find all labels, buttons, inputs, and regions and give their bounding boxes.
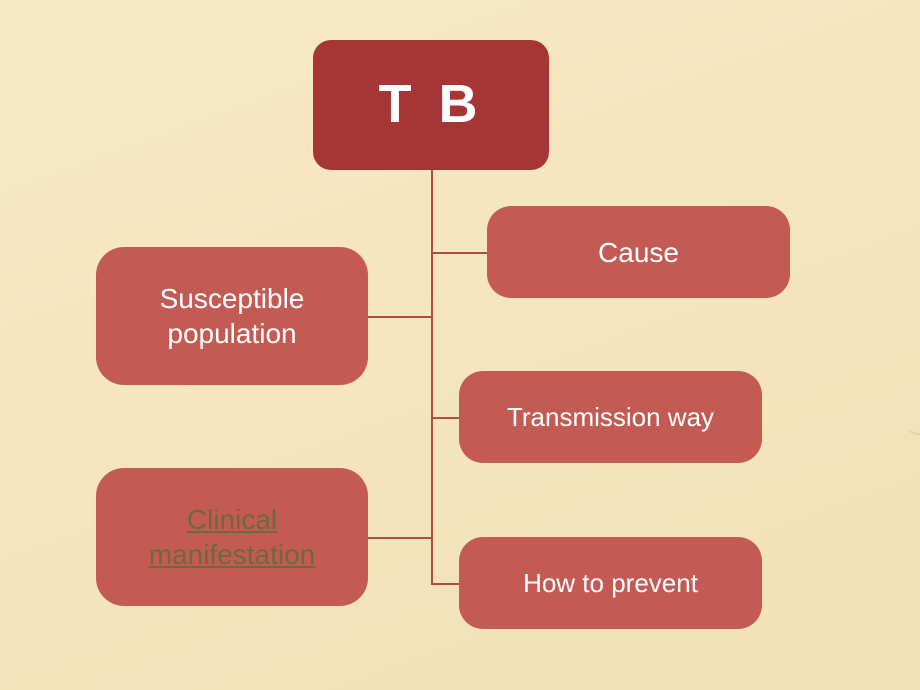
connector-line — [431, 252, 487, 254]
root-node-tb: T B — [313, 40, 549, 170]
connector-line — [431, 170, 433, 583]
node-susceptible-label: Susceptible population — [114, 281, 350, 351]
node-transmission-way: Transmission way — [459, 371, 762, 463]
node-susceptible-population: Susceptible population — [96, 247, 368, 385]
connector-line — [368, 316, 431, 318]
node-clinical-label[interactable]: Clinical manifestation — [114, 502, 350, 572]
connector-line — [431, 417, 459, 419]
node-how-to-prevent: How to prevent — [459, 537, 762, 629]
connector-line — [368, 537, 431, 539]
node-transmission-label: Transmission way — [507, 401, 714, 434]
node-clinical-manifestation[interactable]: Clinical manifestation — [96, 468, 368, 606]
node-cause: Cause — [487, 206, 790, 298]
node-cause-label: Cause — [598, 235, 679, 270]
node-prevent-label: How to prevent — [523, 567, 698, 600]
root-node-label: T B — [379, 71, 484, 139]
connector-line — [431, 583, 459, 585]
